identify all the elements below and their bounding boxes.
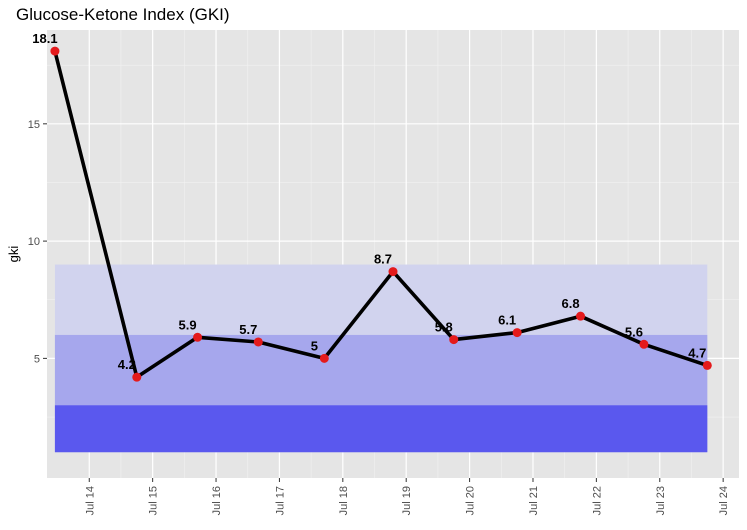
data-labels: 18.1 4.2 5.9 5.7 5 8.7 5.8 6.1 6.8 5.6 4.7	[32, 31, 706, 372]
data-point	[319, 353, 329, 363]
data-label: 18.1	[32, 31, 57, 46]
data-point	[512, 328, 522, 338]
data-point	[576, 311, 586, 321]
data-label: 5.7	[239, 322, 257, 337]
data-label: 5.8	[435, 320, 453, 335]
x-tick-label: Jul 24	[718, 486, 730, 515]
band-2	[54, 405, 708, 453]
data-label: 5.9	[179, 317, 197, 332]
data-label: 4.2	[118, 357, 136, 372]
data-point	[253, 337, 263, 347]
x-tick-label: Jul 18	[338, 486, 350, 515]
data-label: 5	[311, 338, 318, 353]
y-axis: 5 10 15	[28, 119, 47, 365]
data-label: 5.6	[625, 324, 643, 339]
x-tick-label: Jul 20	[465, 486, 477, 515]
x-tick-label: Jul 17	[274, 486, 286, 515]
data-point	[388, 267, 398, 277]
data-label: 4.7	[688, 345, 706, 360]
data-point	[50, 46, 60, 56]
data-point	[702, 360, 712, 370]
data-point	[639, 339, 649, 349]
x-tick-label: Jul 21	[528, 486, 540, 515]
chart-title: Glucose-Ketone Index (GKI)	[16, 5, 230, 24]
y-tick-label: 5	[34, 353, 40, 365]
x-axis: Jul 14 Jul 15 Jul 16 Jul 17 Jul 18 Jul 19 Jul …	[84, 478, 730, 515]
data-label: 6.8	[561, 296, 579, 311]
x-tick-label: Jul 15	[148, 486, 160, 515]
y-tick-label: 10	[28, 236, 40, 248]
data-point	[193, 332, 203, 342]
x-tick-label: Jul 14	[84, 486, 96, 515]
data-point	[449, 335, 459, 345]
x-tick-label: Jul 16	[211, 486, 223, 515]
target-bands	[54, 264, 708, 453]
data-point	[132, 372, 142, 382]
x-tick-label: Jul 19	[401, 486, 413, 515]
y-tick-label: 15	[28, 119, 40, 131]
y-axis-title: gki	[6, 246, 21, 263]
data-label: 8.7	[374, 252, 392, 267]
data-label: 6.1	[498, 313, 516, 328]
data-points	[50, 46, 712, 382]
x-tick-label: Jul 23	[655, 486, 667, 515]
x-tick-label: Jul 22	[591, 486, 603, 515]
